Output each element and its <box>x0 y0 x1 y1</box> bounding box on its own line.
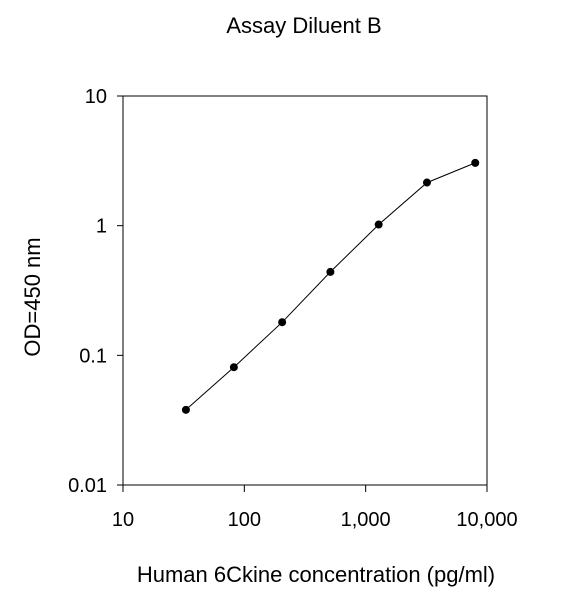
chart-title: Assay Diluent B <box>226 13 381 38</box>
x-tick-label: 1,000 <box>341 509 391 531</box>
y-tick-label: 10 <box>85 86 107 108</box>
data-point <box>422 178 431 187</box>
y-axis-ticks: 0.01 0.1 1 10 <box>68 86 123 497</box>
series-line <box>185 162 476 411</box>
x-tick-label: 100 <box>228 509 261 531</box>
data-point <box>181 405 190 414</box>
series-layer <box>181 158 480 414</box>
x-tick-label: 10 <box>112 509 134 531</box>
x-axis-label: Human 6Ckine concentration (pg/ml) <box>137 562 495 587</box>
x-tick-label: 10,000 <box>456 509 517 531</box>
y-tick-label: 0.01 <box>68 475 107 497</box>
y-tick-label: 0.1 <box>79 345 107 367</box>
y-axis-label: OD=450 nm <box>20 237 45 356</box>
x-axis-ticks: 10 100 1,000 10,000 <box>112 485 518 531</box>
data-point <box>278 318 287 327</box>
plot-area-frame <box>122 95 488 486</box>
data-point <box>229 363 238 372</box>
y-tick-label: 1 <box>96 216 107 238</box>
data-point <box>471 158 480 167</box>
data-point <box>326 267 335 276</box>
data-point <box>374 220 383 229</box>
